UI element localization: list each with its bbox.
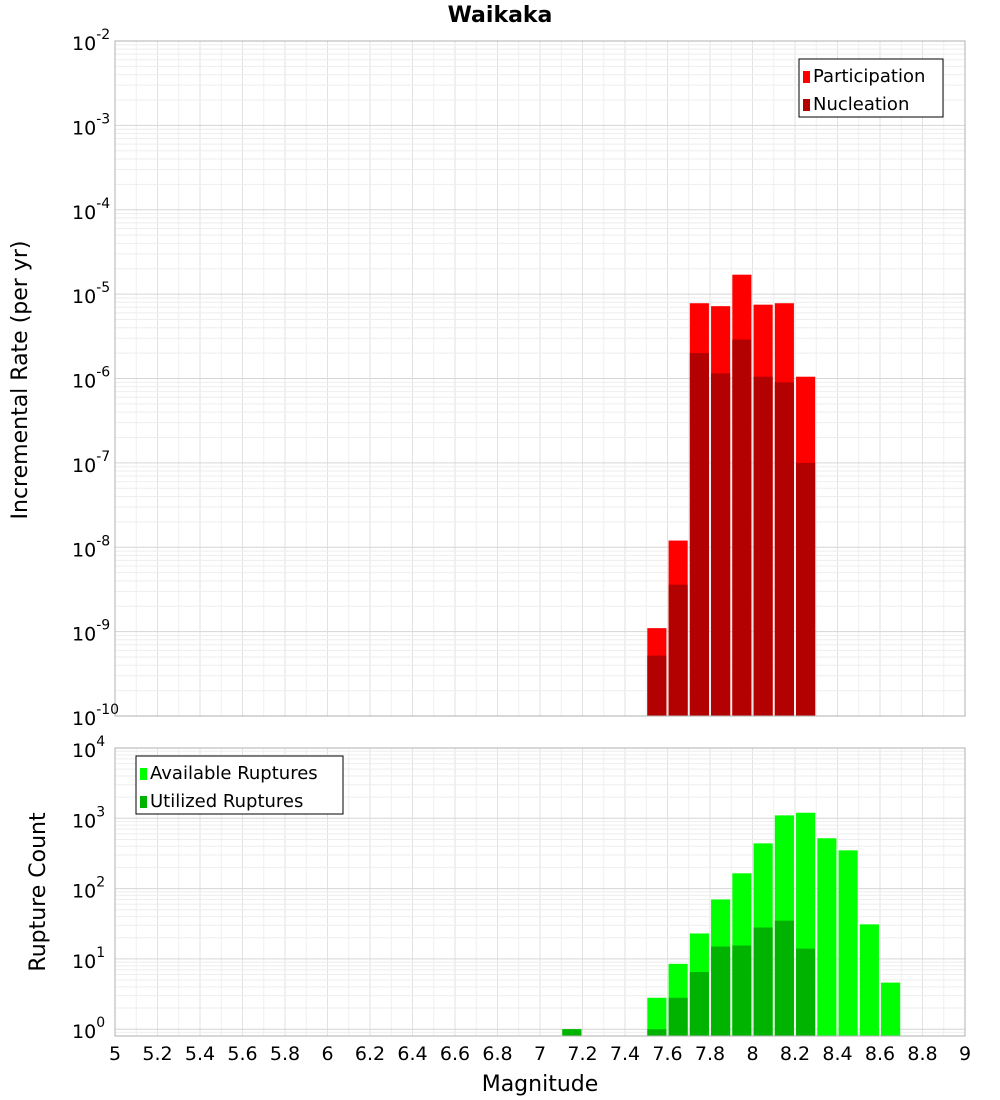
count-y-tick-label: 101 bbox=[72, 945, 105, 973]
chart-title: Waikaka bbox=[448, 3, 553, 28]
x-tick-label: 8.2 bbox=[780, 1043, 810, 1065]
count-bar-utilized-ruptures bbox=[711, 946, 731, 1036]
count-bar-utilized-ruptures bbox=[753, 927, 773, 1036]
x-tick-label: 5.4 bbox=[185, 1043, 215, 1065]
rate-y-tick-label: 10-9 bbox=[72, 618, 110, 646]
rate-bar-nucleation bbox=[774, 382, 794, 716]
x-tick-label: 5.6 bbox=[227, 1043, 257, 1065]
rate-y-tick-label: 10-2 bbox=[72, 27, 110, 55]
rate-bar-nucleation bbox=[668, 584, 688, 716]
count-y-tick-label: 102 bbox=[72, 875, 105, 903]
x-tick-label: 8.4 bbox=[822, 1043, 852, 1065]
rate-bar-nucleation bbox=[732, 339, 752, 716]
legend-label-available-ruptures: Available Ruptures bbox=[150, 763, 318, 784]
x-tick-label: 7 bbox=[534, 1043, 546, 1065]
x-tick-label: 5 bbox=[109, 1043, 121, 1065]
count-y-tick-label: 100 bbox=[72, 1015, 105, 1043]
count-bar-available-ruptures bbox=[647, 997, 667, 1036]
count-bar-available-ruptures bbox=[817, 838, 837, 1036]
rate-bar-nucleation bbox=[647, 655, 667, 716]
legend-swatch-nucleation bbox=[803, 99, 810, 111]
count-bar-available-ruptures bbox=[859, 924, 879, 1036]
x-tick-label: 8.6 bbox=[865, 1043, 895, 1065]
count-bar-utilized-ruptures bbox=[689, 972, 709, 1036]
rate-bar-nucleation bbox=[689, 353, 709, 716]
x-axis-label: Magnitude bbox=[482, 1072, 599, 1097]
x-tick-label: 5.8 bbox=[270, 1043, 300, 1065]
rate-y-tick-label: 10-6 bbox=[72, 365, 110, 393]
x-tick-label: 6.8 bbox=[482, 1043, 512, 1065]
x-tick-label: 6.2 bbox=[355, 1043, 385, 1065]
x-tick-label: 6.6 bbox=[440, 1043, 470, 1065]
count-bar-utilized-ruptures bbox=[732, 945, 752, 1036]
rate-y-tick-label: 10-7 bbox=[72, 449, 110, 477]
x-tick-label: 7.6 bbox=[652, 1043, 682, 1065]
rate-bar-nucleation bbox=[753, 376, 773, 716]
count-bar-utilized-ruptures bbox=[668, 997, 688, 1036]
x-tick-label: 9 bbox=[959, 1043, 971, 1065]
count-y-tick-label: 103 bbox=[72, 804, 105, 832]
count-bar-available-ruptures bbox=[838, 850, 858, 1036]
count-bar-utilized-ruptures bbox=[796, 948, 816, 1036]
legend-label-participation: Participation bbox=[813, 66, 925, 87]
legend-label-nucleation: Nucleation bbox=[813, 94, 909, 115]
x-tick-label: 6 bbox=[321, 1043, 333, 1065]
legend-swatch-available-ruptures bbox=[140, 768, 147, 780]
rate-bar-nucleation bbox=[711, 373, 731, 716]
count-y-tick-label: 104 bbox=[72, 734, 105, 762]
legend-swatch-participation bbox=[803, 71, 810, 83]
bottom-y-axis-label: Rupture Count bbox=[26, 812, 51, 972]
count-legend-box bbox=[135, 755, 344, 815]
legend-label-utilized-ruptures: Utilized Ruptures bbox=[150, 791, 303, 812]
x-tick-label: 7.4 bbox=[610, 1043, 640, 1065]
legend-swatch-utilized-ruptures bbox=[140, 796, 147, 808]
rate-y-tick-label: 10-3 bbox=[72, 111, 110, 139]
top-y-axis-label: Incremental Rate (per yr) bbox=[8, 241, 33, 520]
rate-y-tick-label: 10-5 bbox=[72, 280, 110, 308]
count-bar-utilized-ruptures bbox=[647, 1029, 667, 1036]
count-bar-available-ruptures bbox=[881, 982, 901, 1036]
rate-legend-box bbox=[798, 58, 944, 118]
x-tick-label: 5.2 bbox=[142, 1043, 172, 1065]
x-tick-label: 7.2 bbox=[567, 1043, 597, 1065]
x-tick-label: 7.8 bbox=[695, 1043, 725, 1065]
count-bar-utilized-ruptures bbox=[774, 920, 794, 1036]
top-plot-frame bbox=[114, 40, 966, 717]
bottom-plot-frame bbox=[114, 747, 966, 1037]
count-bar-utilized-ruptures bbox=[562, 1029, 582, 1036]
rate-y-tick-label: 10-8 bbox=[72, 533, 110, 561]
x-tick-label: 8.8 bbox=[907, 1043, 937, 1065]
rate-y-tick-label: 10-10 bbox=[72, 702, 119, 730]
x-tick-label: 8 bbox=[746, 1043, 758, 1065]
rate-y-tick-label: 10-4 bbox=[72, 196, 110, 224]
rate-bar-nucleation bbox=[796, 462, 816, 716]
x-tick-label: 6.4 bbox=[397, 1043, 427, 1065]
